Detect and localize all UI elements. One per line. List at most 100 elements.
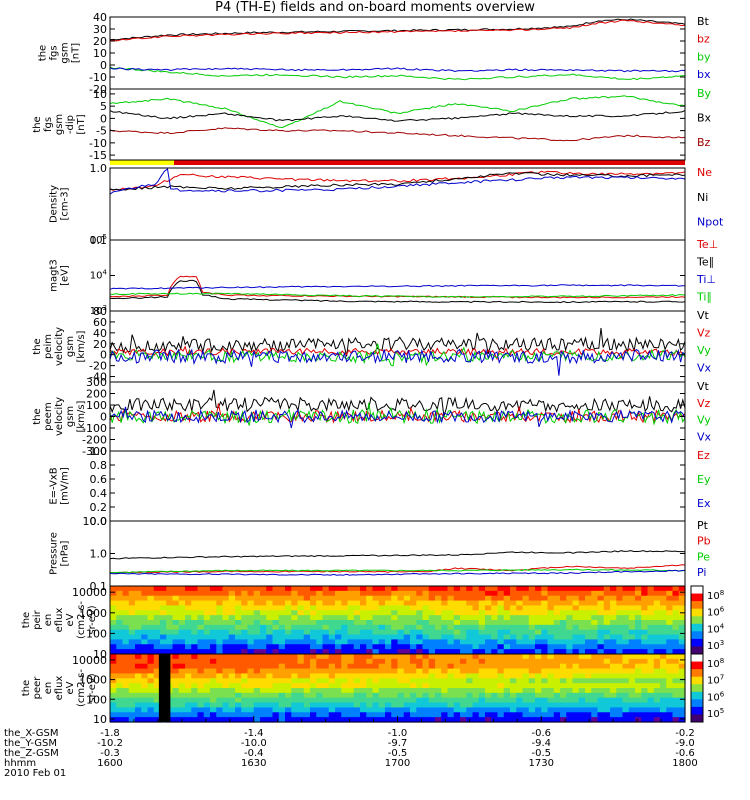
spectrogram-cell: [135, 644, 142, 650]
spectrogram-cell: [528, 600, 536, 607]
spectrogram-cell: [222, 702, 230, 709]
spectrogram-cell: [303, 717, 311, 723]
spectrogram-cell: [478, 639, 486, 645]
spectrogram-cell: [228, 605, 236, 611]
spectrogram-cell: [622, 697, 630, 704]
y-tick-label: 0.6: [90, 473, 108, 486]
spectrogram-cell: [366, 683, 374, 689]
spectrogram-cell: [403, 624, 411, 631]
spectrogram-cell: [647, 590, 655, 597]
spectrogram-cell: [372, 678, 380, 684]
spectrogram-cell: [241, 649, 249, 655]
spectrogram-cell: [285, 683, 292, 689]
spectrogram-cell: [385, 586, 392, 592]
spectrogram-cell: [616, 683, 624, 689]
spectrogram-cell: [397, 702, 405, 709]
spectrogram-cell: [241, 629, 249, 636]
spectrogram-cell: [153, 702, 161, 709]
spectrogram-cell: [428, 654, 436, 660]
spectrogram-cell: [585, 683, 592, 689]
spectrogram-cell: [647, 702, 655, 709]
spectrogram-cell: [366, 644, 374, 650]
spectrogram-cell: [597, 712, 605, 718]
spectrogram-cell: [153, 639, 161, 645]
spectrogram-cell: [110, 629, 117, 636]
spectrogram-cell: [122, 620, 130, 626]
spectrogram-cell: [560, 639, 567, 645]
spectrogram-cell: [422, 688, 430, 694]
spectrogram-cell: [235, 586, 242, 592]
spectrogram-cell: [135, 610, 142, 616]
spectrogram-cell: [491, 639, 499, 645]
spectrogram-cell: [497, 605, 505, 611]
spectrogram-cell: [110, 644, 117, 650]
spectrogram-cell: [616, 663, 624, 670]
spectrogram-cell: [285, 707, 292, 713]
spectrogram-cell: [416, 639, 424, 645]
spectrogram-cell: [510, 610, 517, 616]
spectrogram-cell: [528, 624, 536, 631]
y-axis-label: [km/s]: [76, 400, 87, 432]
spectrogram-cell: [147, 692, 155, 699]
spectrogram-cell: [641, 644, 649, 650]
spectrogram-cell: [660, 639, 667, 645]
spectrogram-cell: [597, 610, 605, 616]
spectrogram-cell: [297, 595, 305, 602]
spectrogram-cell: [435, 692, 442, 699]
spectrogram-cell: [628, 644, 636, 650]
spectrogram-cell: [260, 595, 267, 602]
spectrogram-cell: [391, 605, 399, 611]
spectrogram-cell: [303, 668, 311, 675]
spectrogram-cell: [291, 697, 299, 704]
spectrogram-cell: [485, 697, 492, 704]
spectrogram-cell: [122, 605, 130, 611]
spectrogram-cell: [428, 634, 436, 641]
spectrogram-cell: [135, 668, 142, 675]
spectrogram-cell: [128, 688, 136, 694]
spectrogram-cell: [216, 683, 224, 689]
spectrogram-cell: [247, 634, 255, 641]
colorbar-segment: [691, 676, 703, 685]
spectrogram-cell: [253, 620, 261, 626]
spectrogram-cell: [303, 697, 311, 704]
spectrogram-cell: [641, 673, 649, 679]
spectrogram-cell: [185, 683, 192, 689]
spectrogram-cell: [597, 595, 605, 602]
spectrogram-cell: [522, 586, 530, 592]
spectrogram-cell: [185, 634, 192, 641]
spectrogram-cell: [416, 634, 424, 641]
spectrogram-cell: [472, 712, 480, 718]
spectrogram-cell: [203, 683, 211, 689]
spectrogram-cell: [228, 624, 236, 631]
spectrogram-cell: [566, 620, 574, 626]
spectrogram-cell: [553, 634, 561, 641]
spectrogram-cell: [566, 668, 574, 675]
spectrogram-cell: [647, 663, 655, 670]
spectrogram-cell: [672, 688, 680, 694]
y-axis-label: peim: [43, 334, 54, 359]
spectrogram-cell: [147, 649, 155, 655]
spectrogram-cell: [210, 717, 217, 723]
spectrogram-cell: [403, 654, 411, 660]
spectrogram-cell: [316, 683, 324, 689]
spectrogram-cell: [360, 615, 367, 621]
spectrogram-cell: [197, 615, 205, 621]
spectrogram-cell: [597, 634, 605, 641]
spectrogram-cell: [641, 610, 649, 616]
spectrogram-cell: [316, 610, 324, 616]
spectrogram-cell: [272, 697, 280, 704]
spectrogram-cell: [147, 615, 155, 621]
spectrogram-cell: [166, 595, 174, 602]
spectrogram-cell: [185, 629, 192, 636]
spectrogram-cell: [572, 624, 580, 631]
spectrogram-cell: [341, 600, 349, 607]
x-tick-label: -9.0: [675, 738, 695, 749]
spectrogram-cell: [422, 624, 430, 631]
spectrogram-cell: [285, 658, 292, 665]
spectrogram-cell: [185, 678, 192, 684]
spectrogram-cell: [303, 683, 311, 689]
y-tick-label: 0: [100, 411, 107, 424]
spectrogram-cell: [535, 605, 542, 611]
spectrogram-cell: [597, 702, 605, 709]
colorbar-frame: [690, 653, 704, 723]
